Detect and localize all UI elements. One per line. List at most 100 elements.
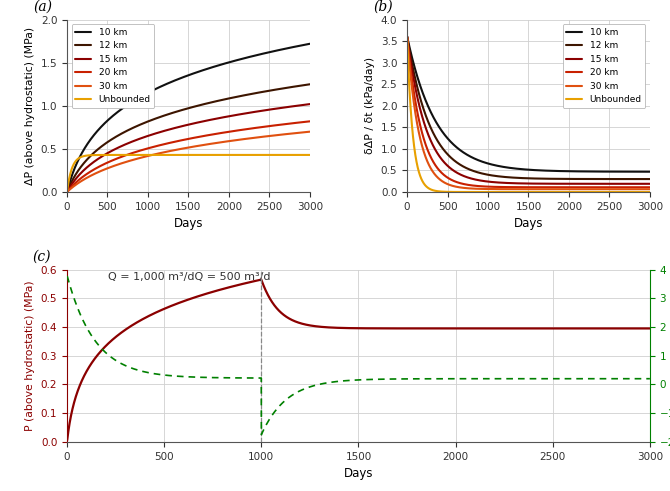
Line: 30 km: 30 km — [407, 37, 650, 189]
Unbounded — [245, 152, 253, 158]
12 km — [121, 129, 129, 135]
X-axis label: Days: Days — [344, 467, 373, 480]
Text: Q = 1,000 m³/dQ = 500 m³/d: Q = 1,000 m³/dQ = 500 m³/d — [108, 272, 270, 282]
10 km — [460, 150, 468, 156]
Line: 20 km: 20 km — [407, 37, 650, 187]
12 km — [462, 165, 470, 171]
10 km — [172, 77, 180, 83]
Legend: 10 km, 12 km, 15 km, 20 km, 30 km, Unbounded: 10 km, 12 km, 15 km, 20 km, 30 km, Unbou… — [563, 24, 645, 108]
Line: 20 km: 20 km — [67, 121, 310, 192]
12 km — [155, 114, 163, 120]
12 km — [460, 164, 468, 169]
Unbounded — [403, 35, 411, 41]
20 km — [172, 138, 180, 144]
Unbounded — [644, 189, 652, 195]
Line: Unbounded: Unbounded — [407, 38, 650, 192]
20 km — [304, 119, 312, 125]
20 km — [403, 34, 411, 40]
Unbounded — [646, 189, 654, 195]
20 km — [121, 153, 129, 159]
X-axis label: Days: Days — [514, 218, 543, 230]
10 km — [306, 41, 314, 47]
20 km — [644, 184, 652, 190]
10 km — [646, 169, 654, 175]
Unbounded — [63, 189, 71, 194]
30 km — [646, 186, 654, 192]
20 km — [461, 181, 469, 187]
15 km — [461, 173, 469, 179]
30 km — [461, 185, 469, 191]
30 km — [63, 189, 71, 195]
30 km — [462, 185, 470, 191]
X-axis label: Days: Days — [174, 218, 203, 230]
12 km — [172, 109, 180, 115]
Y-axis label: P (above hydrostatic) (MPa): P (above hydrostatic) (MPa) — [25, 280, 36, 431]
15 km — [155, 130, 163, 136]
20 km — [646, 184, 654, 190]
30 km — [306, 129, 314, 135]
Line: 15 km: 15 km — [67, 104, 310, 192]
Line: 10 km: 10 km — [67, 44, 310, 191]
Text: (b): (b) — [373, 0, 393, 14]
10 km — [155, 84, 163, 90]
30 km — [304, 129, 312, 135]
Line: 12 km: 12 km — [407, 36, 650, 179]
10 km — [461, 150, 469, 156]
10 km — [403, 33, 411, 39]
15 km — [512, 180, 520, 186]
15 km — [494, 180, 502, 186]
Y-axis label: δΔP / δt (kPa/day): δΔP / δt (kPa/day) — [365, 57, 375, 154]
30 km — [494, 186, 502, 192]
12 km — [461, 164, 469, 170]
Unbounded — [512, 189, 520, 195]
Line: 12 km: 12 km — [67, 84, 310, 192]
15 km — [304, 101, 312, 107]
Y-axis label: ΔP (above hydrostatic) (MPa): ΔP (above hydrostatic) (MPa) — [25, 27, 35, 185]
20 km — [63, 189, 71, 195]
12 km — [119, 130, 127, 136]
Unbounded — [172, 152, 180, 158]
12 km — [306, 82, 314, 87]
30 km — [460, 185, 468, 191]
15 km — [460, 173, 468, 179]
20 km — [494, 184, 502, 190]
12 km — [122, 128, 130, 134]
10 km — [119, 105, 127, 110]
Unbounded — [155, 152, 163, 158]
30 km — [155, 151, 163, 157]
15 km — [306, 101, 314, 107]
30 km — [644, 186, 652, 192]
30 km — [119, 160, 127, 165]
12 km — [512, 175, 520, 181]
Line: 30 km: 30 km — [67, 132, 310, 192]
30 km — [512, 186, 520, 192]
10 km — [494, 163, 502, 169]
15 km — [172, 125, 180, 131]
20 km — [306, 118, 314, 124]
Text: (c): (c) — [32, 250, 50, 264]
Unbounded — [461, 189, 469, 195]
15 km — [462, 174, 470, 180]
Unbounded — [122, 152, 130, 158]
30 km — [122, 159, 130, 165]
Unbounded — [306, 152, 314, 158]
30 km — [172, 147, 180, 153]
Line: Unbounded: Unbounded — [67, 155, 310, 191]
20 km — [512, 184, 520, 190]
20 km — [119, 153, 127, 159]
Text: (a): (a) — [33, 0, 52, 14]
15 km — [63, 189, 71, 195]
10 km — [122, 103, 130, 109]
15 km — [644, 181, 652, 187]
15 km — [122, 141, 130, 147]
15 km — [119, 142, 127, 148]
20 km — [460, 181, 468, 187]
12 km — [63, 189, 71, 195]
15 km — [403, 34, 411, 40]
30 km — [403, 34, 411, 40]
12 km — [494, 173, 502, 179]
10 km — [462, 151, 470, 157]
10 km — [63, 189, 71, 194]
Line: 15 km: 15 km — [407, 37, 650, 184]
Unbounded — [304, 152, 312, 158]
